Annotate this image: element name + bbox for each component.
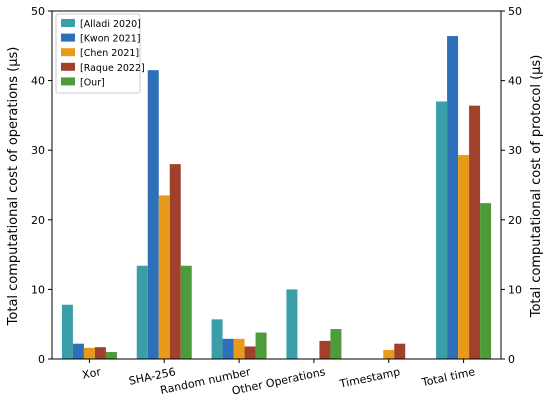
y-right-tick-label: 20 <box>508 214 522 227</box>
bar-total-time-series-4 <box>469 105 481 359</box>
x-tick-label-timestamp: Timestamp <box>338 365 402 391</box>
y-axis-left-label: Total computational cost of operations (… <box>6 47 21 327</box>
y-right-tick-label: 50 <box>508 5 522 18</box>
legend-swatch <box>61 19 75 27</box>
legend-swatch <box>61 33 75 42</box>
bar-sha-256-series-5 <box>180 265 192 359</box>
bar-timestamp-series-3 <box>383 349 395 359</box>
y-right-tick-label: 10 <box>508 283 522 296</box>
bar-random-number-series-1 <box>211 319 223 359</box>
bar-other-operations-series-1 <box>286 289 298 359</box>
y-left-tick-label: 30 <box>31 144 45 157</box>
legend-label: [Kwon 2021] <box>80 34 140 45</box>
bar-random-number-series-5 <box>255 332 267 359</box>
legend-label: [Our] <box>80 77 105 88</box>
bar-random-number-series-2 <box>222 338 234 359</box>
bar-xor-series-5 <box>105 352 117 359</box>
legend: [Alladi 2020] [Kwon 2021] [Chen 2021] [Raqu… <box>55 13 145 94</box>
bar-sha-256-series-3 <box>158 195 170 359</box>
legend-swatch <box>61 62 75 71</box>
y-left-tick-label: 50 <box>31 5 45 18</box>
y-left-tick-label: 0 <box>38 353 45 366</box>
y-right-tick-label: 40 <box>508 75 522 88</box>
plot-frame <box>51 10 502 360</box>
legend-label: [Raque 2022] <box>80 63 145 74</box>
legend-swatch <box>61 77 75 86</box>
legend-label: [Alladi 2020] <box>80 19 141 30</box>
y-left-tick-label: 40 <box>31 75 45 88</box>
bar-xor-series-2 <box>72 343 84 359</box>
legend-box <box>55 13 141 94</box>
x-tick-label-total-time: Total time <box>420 365 477 389</box>
legend-swatch <box>61 48 75 57</box>
y-right-tick-label: 30 <box>508 144 522 157</box>
bar-sha-256-series-2 <box>147 70 159 359</box>
bar-random-number-series-4 <box>244 346 256 359</box>
bar-sha-256-series-4 <box>169 164 181 359</box>
bars-group <box>61 36 492 360</box>
bar-total-time-series-2 <box>447 36 459 360</box>
bar-sha-256-series-1 <box>136 265 148 359</box>
bar-xor-series-4 <box>94 347 106 359</box>
y-left-tick-label: 10 <box>31 283 45 296</box>
bar-timestamp-series-4 <box>394 343 406 359</box>
bar-xor-series-1 <box>61 304 73 359</box>
bar-other-operations-series-5 <box>330 329 342 359</box>
y-axis-right-label: Total computational cost of protocol (μs… <box>529 55 544 319</box>
bar-total-time-series-1 <box>436 101 448 359</box>
y-left-tick-label: 20 <box>31 214 45 227</box>
bar-other-operations-series-4 <box>319 340 331 359</box>
y-right-tick-label: 0 <box>508 353 515 366</box>
bar-total-time-series-3 <box>458 155 470 359</box>
bar-total-time-series-5 <box>480 203 492 359</box>
bar-xor-series-3 <box>83 347 95 359</box>
x-tick-label-xor: Xor <box>81 365 103 382</box>
legend-label: [Chen 2021] <box>80 48 139 59</box>
bar-random-number-series-3 <box>233 338 245 359</box>
